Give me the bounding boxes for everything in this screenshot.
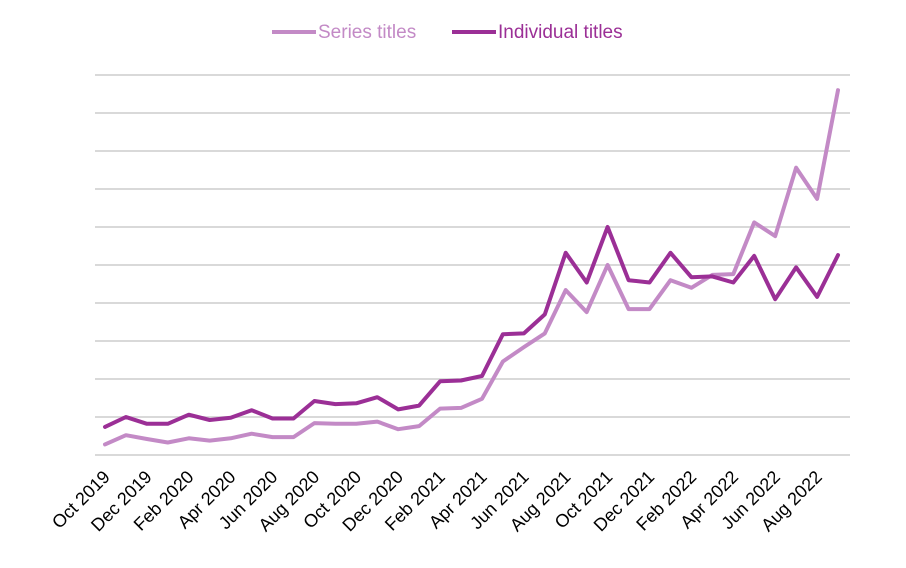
legend-label-individual-titles: Individual titles (498, 22, 623, 43)
series-lines (103, 88, 840, 447)
legend-label-series-titles: Series titles (318, 22, 416, 43)
legend: Series titles Individual titles (272, 22, 623, 43)
series-line-series-titles (103, 88, 840, 447)
legend-item-series-titles: Series titles (272, 22, 416, 43)
legend-item-individual-titles: Individual titles (452, 22, 623, 43)
series-line-individual-titles (103, 225, 840, 429)
